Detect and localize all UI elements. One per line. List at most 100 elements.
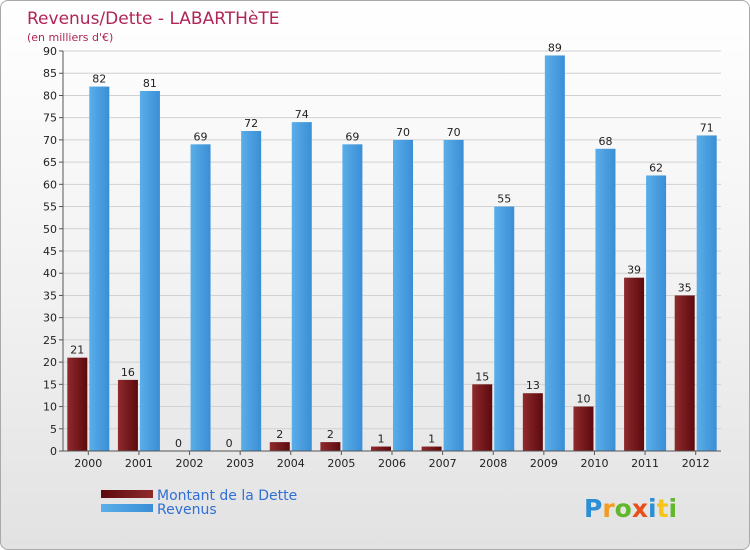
y-tick-label: 80 (43, 89, 57, 102)
y-tick-label: 55 (43, 201, 57, 214)
value-label-debt: 15 (475, 370, 489, 383)
bar-revenus (696, 135, 717, 451)
bar-revenus (139, 91, 160, 451)
value-label-revenus: 70 (396, 126, 410, 139)
brand-letter: r (602, 494, 615, 523)
bar-debt (674, 295, 695, 451)
y-tick-label: 65 (43, 156, 57, 169)
y-tick-label: 35 (43, 289, 57, 302)
bar-revenus (342, 144, 363, 452)
bar-debt (117, 379, 138, 451)
y-tick-label: 40 (43, 267, 57, 280)
bar-revenus (494, 206, 515, 451)
brand-letter: o (615, 494, 632, 523)
bar-debt (67, 357, 88, 451)
legend-swatch-revenus (101, 504, 153, 512)
bar-debt (320, 442, 341, 451)
bar-revenus (646, 175, 667, 451)
value-label-revenus: 69 (345, 130, 359, 143)
brand-letter: x (632, 494, 648, 523)
x-tick-label: 2008 (479, 457, 507, 470)
legend-swatch-dette (101, 490, 153, 498)
x-tick-label: 2005 (327, 457, 355, 470)
brand-letter: i (669, 494, 678, 523)
value-label-debt: 13 (526, 379, 540, 392)
value-label-revenus: 89 (548, 41, 562, 54)
bar-revenus (393, 139, 413, 451)
value-label-debt: 1 (378, 433, 385, 446)
bar-debt (522, 393, 543, 451)
value-label-debt: 0 (226, 437, 233, 450)
bar-revenus (291, 122, 312, 451)
y-tick-label: 70 (43, 134, 57, 147)
y-tick-label: 45 (43, 245, 57, 258)
bar-debt (421, 446, 442, 451)
y-tick-label: 30 (43, 312, 57, 325)
x-tick-label: 2000 (74, 457, 102, 470)
value-label-revenus: 74 (295, 108, 309, 121)
y-tick-label: 85 (43, 67, 57, 80)
bar-debt (472, 384, 493, 451)
y-tick-label: 15 (43, 378, 57, 391)
value-label-revenus: 62 (649, 161, 663, 174)
value-label-revenus: 71 (700, 121, 714, 134)
bars: 21 82 16 81 0 69 0 72 2 74 2 69 1 70 1 70 15 55 13 89 10 68 39… (67, 41, 717, 452)
x-tick-label: 2002 (176, 457, 204, 470)
x-tick-label: 2001 (125, 457, 153, 470)
value-label-debt: 0 (175, 437, 182, 450)
y-tick-label: 75 (43, 112, 57, 125)
value-label-debt: 39 (627, 264, 641, 277)
value-label-revenus: 72 (244, 117, 258, 130)
bar-revenus (595, 148, 616, 451)
y-tick-label: 10 (43, 401, 57, 414)
bar-revenus (241, 131, 262, 451)
value-label-revenus: 70 (447, 126, 461, 139)
brand-wordmark: Proxiti (584, 494, 677, 523)
y-tick-label: 60 (43, 178, 57, 191)
value-label-debt: 10 (576, 393, 590, 406)
x-tick-label: 2006 (378, 457, 406, 470)
brand-letter: P (584, 494, 602, 523)
value-label-debt: 21 (70, 344, 84, 357)
legend-label-dette: Montant de la Dette (157, 488, 297, 504)
x-tick-label: 2007 (429, 457, 457, 470)
chart-title: Revenus/Dette - LABARTHèTE (27, 9, 280, 29)
value-label-debt: 2 (276, 428, 283, 441)
value-label-revenus: 82 (92, 73, 106, 86)
value-label-debt: 35 (678, 281, 692, 294)
value-label-debt: 16 (121, 366, 135, 379)
value-label-revenus: 69 (194, 130, 208, 143)
bar-debt (371, 446, 391, 451)
value-label-debt: 1 (428, 433, 435, 446)
bar-revenus (89, 86, 110, 452)
y-tick-label: 0 (50, 445, 57, 458)
brand-letter: i (648, 494, 657, 523)
axes: 0510152025303540455055606570758085902000… (43, 45, 721, 470)
grid-lines (63, 50, 721, 452)
y-tick-label: 25 (43, 334, 57, 347)
value-label-debt: 2 (327, 428, 334, 441)
y-tick-label: 20 (43, 356, 57, 369)
x-tick-label: 2009 (530, 457, 558, 470)
x-tick-label: 2004 (277, 457, 305, 470)
x-tick-label: 2010 (580, 457, 608, 470)
bar-revenus (443, 139, 464, 451)
brand-letter: t (657, 494, 669, 523)
y-tick-label: 90 (43, 45, 57, 58)
bar-debt (624, 277, 645, 451)
value-label-revenus: 68 (598, 135, 612, 148)
y-tick-label: 50 (43, 223, 57, 236)
value-label-revenus: 55 (497, 193, 511, 206)
bar-debt (269, 442, 290, 451)
legend-label-revenus: Revenus (157, 502, 217, 518)
bar-debt (573, 406, 594, 451)
x-tick-label: 2003 (226, 457, 254, 470)
x-tick-label: 2011 (631, 457, 659, 470)
proxiti-logo: Proxiti (584, 494, 677, 523)
bar-revenus (544, 55, 565, 451)
x-tick-label: 2012 (682, 457, 710, 470)
chart-subtitle: (en milliers d'€) (27, 31, 113, 44)
